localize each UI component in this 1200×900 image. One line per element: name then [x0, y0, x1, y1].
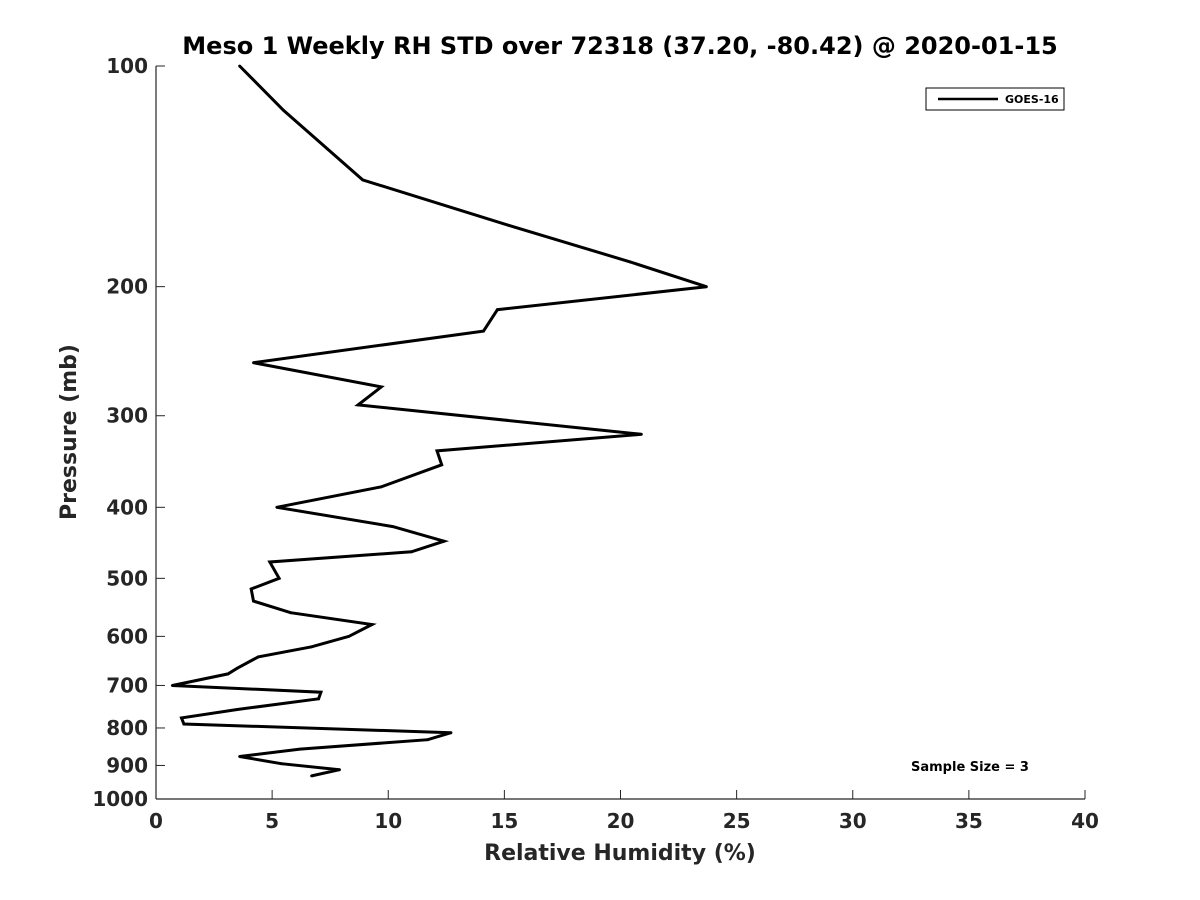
y-tick-label: 200 — [106, 275, 148, 299]
y-tick-label: 400 — [106, 495, 148, 519]
data-point — [268, 560, 272, 564]
data-point — [235, 708, 239, 711]
data-point — [440, 463, 444, 467]
data-point — [280, 762, 283, 766]
x-tick-label: 20 — [607, 809, 635, 833]
data-point — [356, 403, 360, 407]
data-point — [256, 655, 260, 659]
x-tick-label: 0 — [149, 809, 163, 833]
x-tick-label: 15 — [490, 809, 518, 833]
data-point — [238, 64, 242, 68]
x-axis-ticks: 0 5 10 15 20 25 30 35 40 — [149, 790, 1099, 833]
y-axis-ticks: 100 200 300 400 500 600 700 800 900 1000 — [92, 54, 165, 811]
chart-title: Meso 1 Weekly RH STD over 72318 (37.20, … — [182, 32, 1057, 60]
data-point — [182, 722, 186, 726]
data-point — [379, 485, 383, 489]
data-point — [410, 550, 413, 554]
data-point — [277, 576, 281, 580]
data-point — [482, 329, 485, 333]
x-tick-label: 30 — [839, 809, 867, 833]
data-point — [238, 755, 242, 758]
y-tick-label: 900 — [106, 753, 148, 777]
legend: GOES-16 — [925, 87, 1065, 111]
y-tick-label: 100 — [106, 54, 148, 78]
x-axis-label: Relative Humidity (%) — [484, 841, 756, 866]
data-point — [338, 768, 341, 772]
data-point — [496, 308, 499, 312]
data-point — [319, 690, 323, 694]
data-point — [391, 525, 395, 528]
data-point — [252, 361, 255, 365]
data-point — [180, 716, 183, 720]
x-tick-label: 5 — [265, 809, 279, 833]
x-tick-label: 40 — [1071, 809, 1099, 833]
data-point — [249, 587, 253, 591]
x-tick-label: 35 — [955, 809, 983, 833]
y-axis-label: Pressure (mb) — [57, 344, 82, 520]
data-point — [449, 731, 453, 735]
x-tick-label: 25 — [723, 809, 751, 833]
data-point — [282, 109, 286, 112]
data-point — [640, 432, 643, 436]
data-point — [289, 611, 293, 615]
data-point — [361, 178, 365, 182]
y-tick-label: 300 — [106, 404, 148, 428]
data-point — [507, 224, 511, 227]
data-point — [298, 747, 302, 751]
data-point — [347, 635, 351, 638]
data-point — [170, 684, 174, 687]
data-point — [235, 666, 239, 670]
data-point — [435, 449, 439, 453]
data-point — [426, 738, 430, 742]
data-point — [628, 260, 632, 264]
data-point — [370, 623, 374, 626]
x-tick-label: 10 — [374, 809, 402, 833]
data-point — [317, 697, 320, 701]
legend-label-goes16: GOES-16 — [1005, 93, 1059, 106]
sample-size-annotation: Sample Size = 3 — [911, 760, 1029, 775]
y-tick-label: 1000 — [92, 787, 148, 811]
data-point — [310, 645, 313, 649]
y-tick-label: 700 — [106, 673, 148, 697]
data-point — [379, 385, 383, 389]
series-layer — [170, 64, 708, 778]
y-tick-label: 600 — [106, 624, 148, 648]
data-point — [226, 672, 230, 676]
data-point — [442, 539, 446, 543]
y-tick-label: 500 — [106, 566, 148, 590]
y-tick-label: 800 — [106, 716, 148, 740]
data-point — [310, 774, 313, 778]
data-point — [275, 505, 279, 509]
data-point — [252, 599, 255, 603]
data-point — [705, 285, 708, 289]
